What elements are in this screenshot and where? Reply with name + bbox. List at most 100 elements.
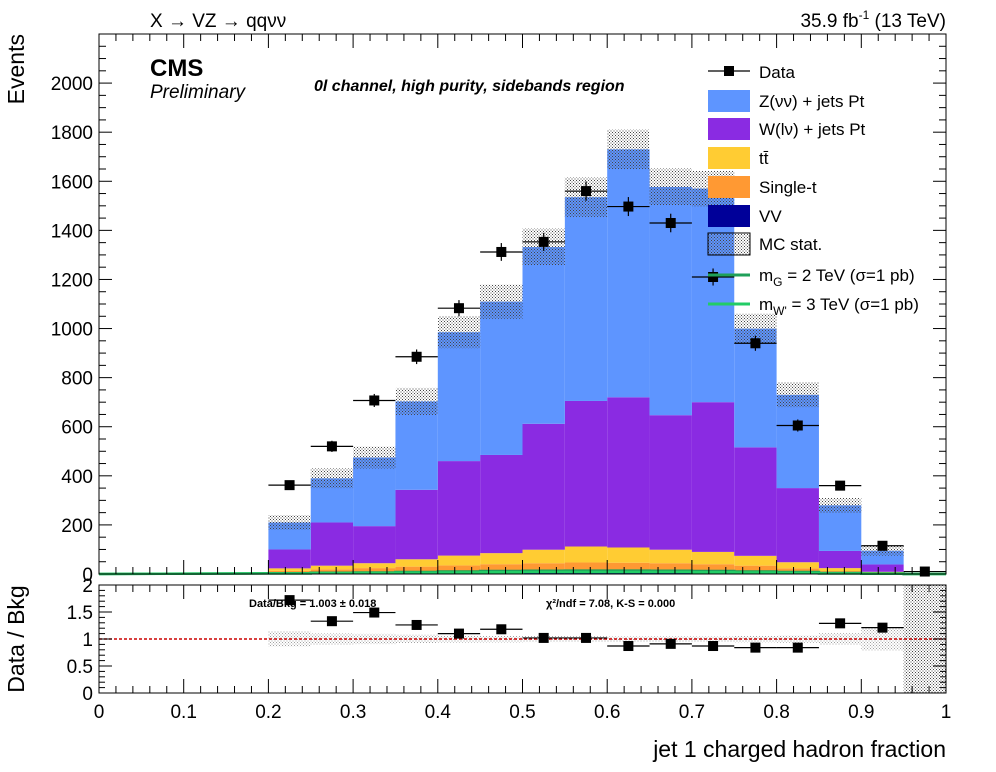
stack-bar-z-jets-pt-7 [564,197,608,401]
x-tick-label-0.6: 0.6 [594,702,620,723]
x-tick-label-0.7: 0.7 [679,702,705,723]
data-point-12 [792,420,803,431]
stack-bar-w-l-jets-pt-0 [268,549,311,569]
stack-bar-z-jets-pt-4 [437,332,481,462]
mc-stat-band-5 [480,284,523,319]
stack-bar-single-t-10 [691,564,735,571]
stack-bar-tt--0 [268,568,311,571]
stack-bar-w-l-jets-pt-4 [437,461,481,556]
stack-bar-single-t-6 [522,563,565,571]
legend-label-zvv: Z(νν) + jets Pt [759,92,865,111]
ratio-point-6 [538,632,549,643]
main-plot: 0 200 400 600 800 1000 1200 1400 1600 1800 2000 Eve… [3,33,947,586]
stack-bar-z-jets-pt-2 [353,457,396,527]
y-tick-label-200: 200 [61,516,93,537]
cms-label: CMS [150,55,203,82]
x-tick-label-0.5: 0.5 [509,702,535,723]
data-point-13 [835,480,846,491]
legend-entry-vv: VV [708,205,782,227]
stack-bar-single-t-9 [649,563,692,571]
legend-entry-data: Data [708,63,795,82]
y-tick-label-800: 800 [61,369,93,390]
ratio-point-10 [708,641,719,652]
y-tick-label-1400: 1400 [51,221,93,242]
stack-bar-single-t-7 [564,562,608,571]
stack-bar-w-l-jets-pt-14 [861,564,904,572]
stack-bar-w-l-jets-pt-13 [818,550,862,569]
ratio-point-0 [284,595,295,606]
ratio-point-2 [369,607,380,618]
ratio-point-5 [496,624,507,635]
ratio-mc-band-14 [861,627,904,651]
stack-bar-tt--4 [437,555,481,566]
stack-bar-single-t-5 [480,564,523,572]
stack-bar-tt--5 [480,553,523,565]
ratio-y-tick-label-0.5: 0.5 [67,657,93,678]
stack-bar-z-jets-pt-6 [522,247,565,424]
stack-bar-tt--3 [395,559,438,567]
ratio-point-7 [581,632,592,643]
data-point-6 [538,236,549,247]
data-point-15 [919,566,930,577]
y-tick-label-400: 400 [61,467,93,488]
legend-entry-zvv: Z(νν) + jets Pt [708,90,865,112]
stack-bar-single-t-1 [310,569,354,573]
ratio-point-3 [411,619,422,630]
stack-bar-w-l-jets-pt-12 [776,488,819,563]
stack-bar-single-t-8 [607,562,650,571]
stack-bar-w-l-jets-pt-6 [522,423,565,550]
ratio-point-9 [665,638,676,649]
stack-bar-single-t-4 [437,565,481,572]
y-axis-label: Events [3,34,29,104]
data-point-4 [453,303,464,314]
legend-data-marker [724,66,734,76]
stack-bar-tt--10 [691,551,735,565]
mc-stat-band-12 [776,382,819,408]
ratio-point-11 [750,642,761,653]
data-point-3 [411,351,422,362]
stack-bar-w-l-jets-pt-11 [734,447,777,556]
x-axis-label: jet 1 charged hadron fraction [652,736,946,762]
data-point-2 [369,395,380,406]
mc-stat-band-9 [649,168,692,206]
data-point-1 [326,441,337,452]
data-point-5 [496,246,507,257]
ratio-y-tick-label-1: 1 [82,630,93,651]
ratio-plot: 0 0.5 1 1.5 2 0 0.1 0.2 0.3 0.4 0.5 0.6 0.7 0.8 0.9 1 Da… [3,576,951,762]
mc-stat-band-13 [818,497,862,513]
data-bkg-ratio-label: Data/Bkg = 1.003 ± 0.018 [249,598,376,610]
ratio-point-8 [623,641,634,652]
legend-swatch-singlet [708,176,750,198]
legend-label-singlet: Single-t [759,178,817,197]
stack-bar-tt--13 [818,568,862,572]
stack-bar-tt--12 [776,562,819,569]
legend-entry-singlet: Single-t [708,176,817,198]
legend-label-signal-graviton: mG = 2 TeV (σ=1 pb) [759,266,915,289]
stack-bar-tt--7 [564,546,608,563]
stack-bar-z-jets-pt-5 [480,301,523,455]
stack-bar-w-l-jets-pt-10 [691,402,735,552]
ratio-y-axis-label: Data / Bkg [3,585,29,692]
stack-bar-z-jets-pt-8 [607,149,650,398]
y-tick-label-600: 600 [61,418,93,439]
stack-bar-w-l-jets-pt-9 [649,415,692,550]
mc-stat-band-2 [353,446,396,469]
x-tick-label-0.3: 0.3 [340,702,366,723]
process-label: X → VZ → qqνν [150,11,286,32]
legend-swatch-tt [708,147,750,169]
ratio-y-tick-label-2: 2 [82,576,93,597]
legend-label-vv: VV [759,207,782,226]
preliminary-label: Preliminary [150,82,247,103]
legend-swatch-zvv [708,90,750,112]
legend-entry-signal-graviton: mG = 2 TeV (σ=1 pb) [708,266,915,289]
stack-bar-w-l-jets-pt-3 [395,489,438,560]
energy-label: (13 TeV) [875,11,946,32]
ratio-mc-band-12 [776,635,819,643]
stack-bar-tt--6 [522,549,565,564]
legend-label-mcstat: MC stat. [759,235,822,254]
legend-label-signal-wprime: mW' = 3 TeV (σ=1 pb) [759,295,919,318]
legend-entry-wlv: W(lν) + jets Pt [708,118,866,140]
y-tick-label-1800: 1800 [51,123,93,144]
stack-bar-z-jets-pt-13 [818,505,862,551]
stack-bar-single-t-3 [395,566,438,573]
